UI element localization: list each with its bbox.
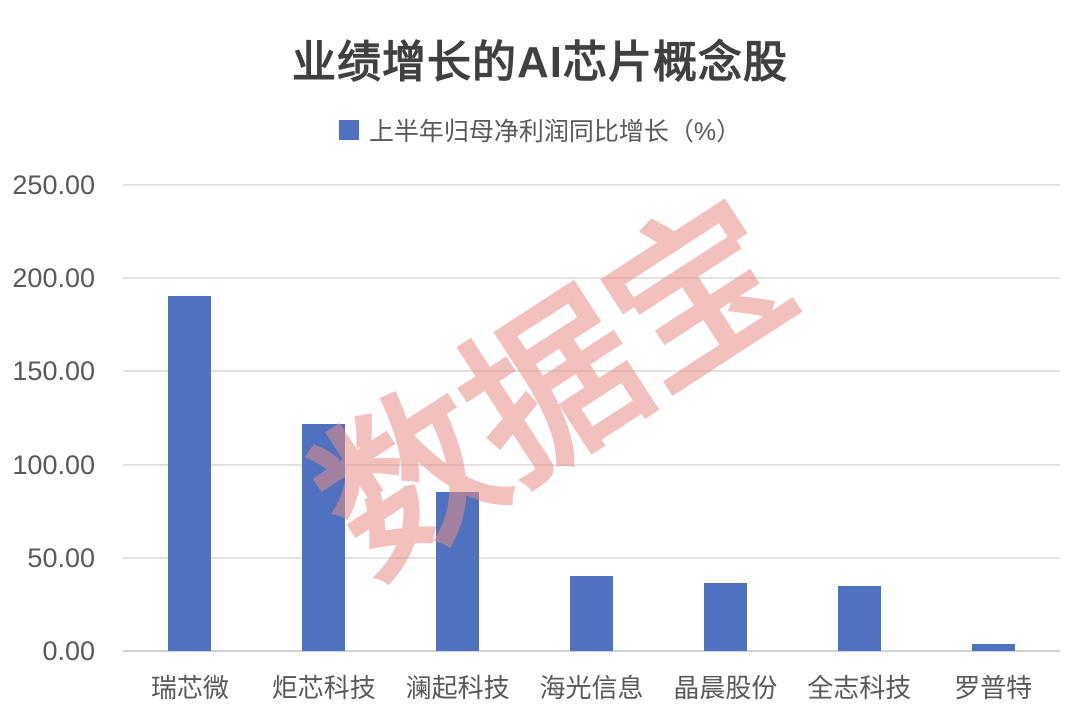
x-category-label: 瑞芯微 xyxy=(150,673,229,703)
y-tick-label: 100.00 xyxy=(12,449,95,480)
bar-slot xyxy=(926,185,1060,651)
y-axis: 250.00 200.00 150.00 100.00 50.00 0.00 xyxy=(0,0,95,723)
x-axis-line xyxy=(123,650,1060,652)
y-tick-label: 0.00 xyxy=(42,636,95,666)
x-category-label: 全志科技 xyxy=(807,673,912,703)
y-tick-label: 200.00 xyxy=(12,263,95,294)
bar xyxy=(703,583,747,651)
bar-slot xyxy=(658,185,792,651)
bar-slot xyxy=(391,185,525,651)
chart-title: 业绩增长的AI芯片概念股 xyxy=(292,38,788,87)
bar xyxy=(837,586,881,651)
bar-slot xyxy=(792,185,926,651)
bar xyxy=(570,576,613,651)
bar xyxy=(971,644,1015,651)
x-axis: 瑞芯微 炬芯科技 澜起科技 海光信息 晶晨股份 全志科技 罗普特 xyxy=(123,668,1060,705)
bar xyxy=(168,296,212,651)
x-category-label: 澜起科技 xyxy=(405,673,510,703)
bar xyxy=(302,424,346,651)
y-tick-label: 150.00 xyxy=(12,356,95,387)
y-tick-label: 250.00 xyxy=(12,170,95,200)
bar-slot xyxy=(525,185,659,651)
x-category-label: 炬芯科技 xyxy=(271,673,376,703)
legend-label: 上半年归母净利润同比增长（%） xyxy=(368,118,742,146)
y-tick-label: 50.00 xyxy=(27,542,95,573)
x-category-label: 海光信息 xyxy=(539,673,644,703)
legend-marker-square-icon xyxy=(338,120,359,140)
gridline xyxy=(123,370,1060,373)
plot-area xyxy=(123,184,1060,652)
gridline xyxy=(123,184,1060,186)
x-category-label: 晶晨股份 xyxy=(673,673,778,703)
bar-series xyxy=(123,185,1060,651)
bar-slot xyxy=(257,185,391,651)
x-category-label: 罗普特 xyxy=(954,673,1033,703)
gridline xyxy=(123,463,1060,466)
gridline xyxy=(123,556,1060,559)
bar xyxy=(436,492,480,651)
gridline xyxy=(123,277,1060,280)
bar-slot xyxy=(123,185,257,651)
legend: 上半年归母净利润同比增长（%） xyxy=(0,112,1080,148)
